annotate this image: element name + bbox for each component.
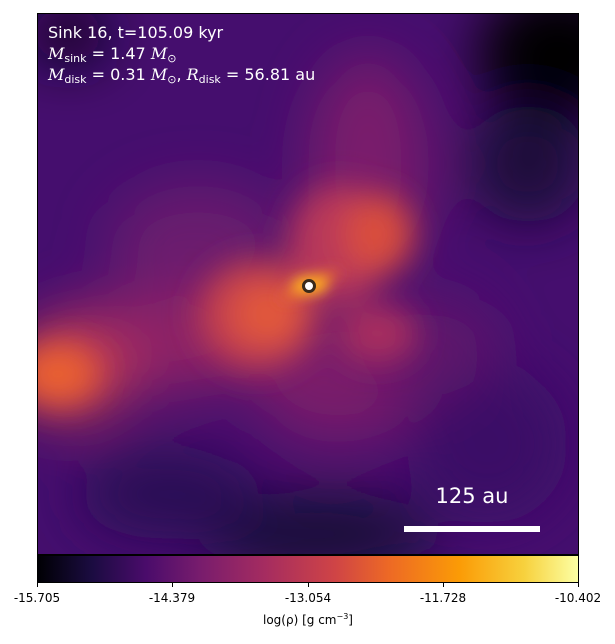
colorbar-tick-label: -14.379 <box>148 591 196 605</box>
disk-mass-value: = 0.31 <box>86 65 151 84</box>
colorbar-tick-label: -10.402 <box>554 591 602 605</box>
colorbar-tick-label: -11.728 <box>419 591 467 605</box>
sink-mass-line: Msink = 1.47 M⊙ <box>48 43 176 69</box>
mdisk-symbol: M <box>48 65 65 84</box>
colorbar-tick <box>578 583 579 587</box>
disk-subscript: disk <box>64 73 87 86</box>
m-symbol: M <box>48 44 65 63</box>
msun-symbol: M <box>150 44 168 63</box>
colorbar-label-exponent: −3 <box>336 612 349 621</box>
density-map <box>38 14 578 554</box>
colorbar-tick <box>443 583 444 587</box>
separator: , <box>176 65 187 84</box>
rdisk-symbol: R <box>186 65 199 84</box>
disk-radius-value: = 56.81 au <box>220 65 316 84</box>
density-map-panel: Sink 16, t=105.09 kyr Msink = 1.47 M⊙ Md… <box>37 13 579 555</box>
colorbar-tick <box>37 583 38 587</box>
disk-line: Mdisk = 0.31 M⊙, Rdisk = 56.81 au <box>48 64 315 90</box>
title-line: Sink 16, t=105.09 kyr <box>48 23 224 42</box>
colorbar-tick-label: -13.054 <box>284 591 332 605</box>
sun-subscript: ⊙ <box>167 52 177 65</box>
colorbar-tick <box>308 583 309 587</box>
sink-mass-value: = 1.47 <box>86 44 151 63</box>
rdisk-subscript: disk <box>198 73 221 86</box>
colorbar-label-end: ] <box>348 613 353 627</box>
colorbar-tick <box>172 583 173 587</box>
sink-subscript: sink <box>64 52 87 65</box>
colorbar-label-main: log(ρ) [g cm <box>263 613 337 627</box>
sun-subscript-2: ⊙ <box>167 73 177 86</box>
colorbar <box>37 555 579 583</box>
colorbar-label: log(ρ) [g cm−3] <box>37 612 579 627</box>
scale-bar <box>404 526 540 532</box>
colorbar-tick-label: -15.705 <box>13 591 61 605</box>
scale-bar-label: 125 au <box>435 484 509 508</box>
sink-marker <box>302 279 316 293</box>
msun-symbol-2: M <box>150 65 168 84</box>
